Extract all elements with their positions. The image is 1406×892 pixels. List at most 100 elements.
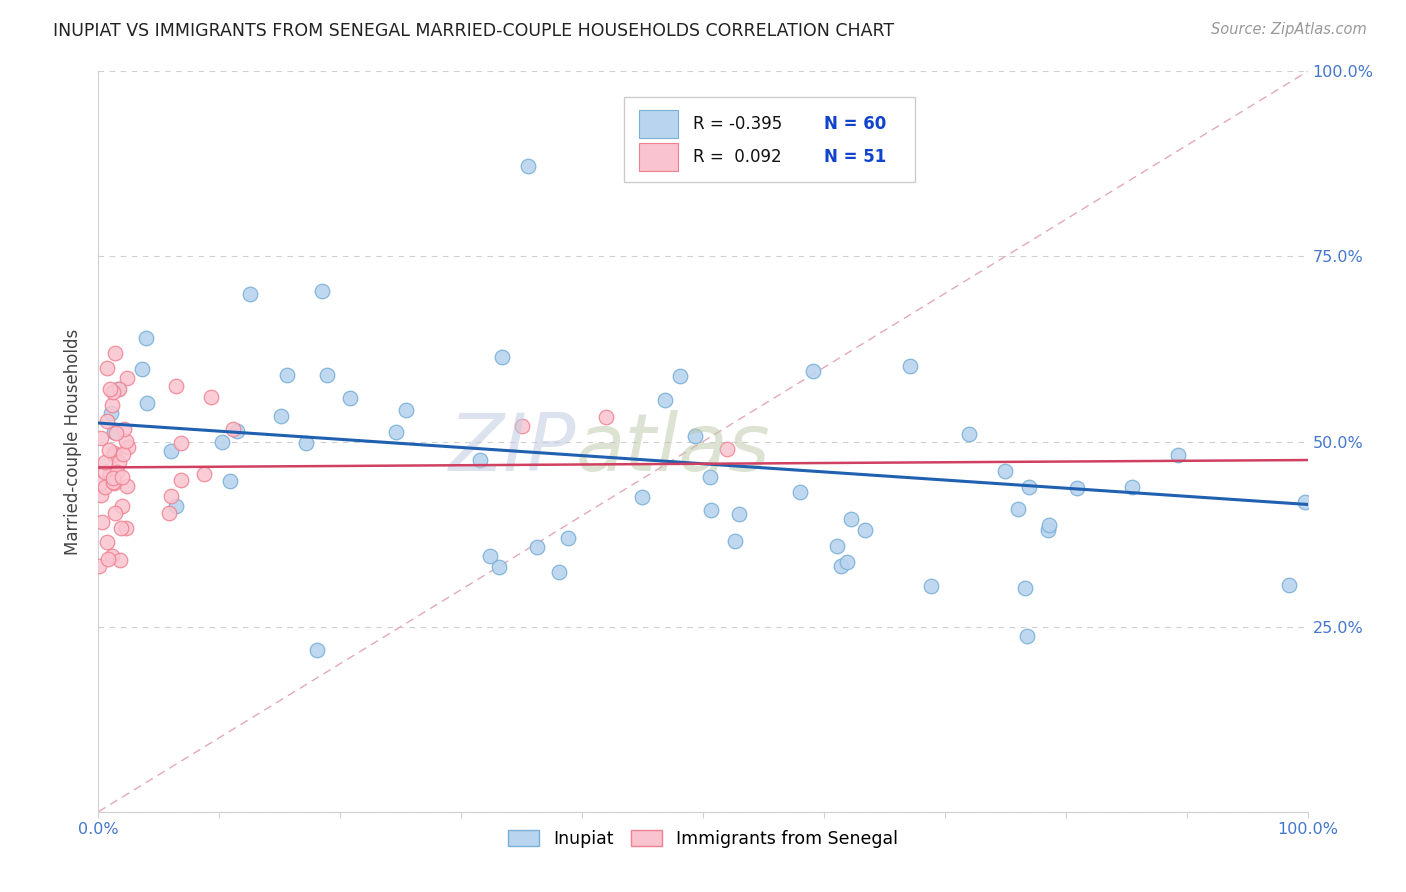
Point	[307, 643, 329, 657]
Text: R =  0.092: R = 0.092	[693, 147, 782, 166]
Point	[96, 534, 118, 549]
Point	[94, 465, 117, 479]
Point	[1018, 480, 1040, 494]
Point	[339, 391, 361, 405]
Point	[117, 440, 139, 454]
Point	[957, 427, 980, 442]
Point	[157, 506, 180, 520]
Point	[100, 406, 122, 420]
Point	[96, 361, 118, 376]
Legend: Inupiat, Immigrants from Senegal: Inupiat, Immigrants from Senegal	[501, 822, 905, 855]
Point	[98, 382, 121, 396]
Point	[830, 559, 852, 574]
Point	[110, 553, 132, 567]
Point	[510, 419, 533, 434]
Point	[107, 382, 129, 396]
Point	[1038, 518, 1060, 533]
Point	[631, 490, 654, 504]
Point	[104, 506, 127, 520]
Point	[89, 559, 111, 574]
Point	[101, 475, 124, 489]
Point	[1121, 480, 1143, 494]
Point	[165, 379, 187, 393]
Point	[101, 398, 124, 412]
Point	[135, 331, 157, 345]
Point	[994, 465, 1017, 479]
Point	[108, 454, 131, 468]
Point	[97, 552, 120, 566]
Point	[98, 442, 121, 457]
Point	[724, 533, 747, 548]
Point	[728, 508, 751, 522]
Point	[395, 403, 418, 417]
Point	[1066, 481, 1088, 495]
Point	[853, 523, 876, 537]
Point	[115, 521, 138, 535]
Point	[488, 560, 510, 574]
Text: R = -0.395: R = -0.395	[693, 115, 783, 133]
Point	[222, 422, 245, 436]
Point	[89, 476, 111, 491]
Point	[96, 414, 118, 428]
Point	[107, 382, 129, 396]
Point	[101, 471, 124, 485]
Point	[115, 434, 138, 448]
Point	[219, 475, 242, 489]
Point	[169, 436, 191, 450]
Point	[193, 467, 215, 482]
Point	[104, 345, 127, 359]
Point	[837, 555, 859, 569]
Point	[1014, 581, 1036, 595]
Text: atlas: atlas	[576, 410, 770, 488]
Point	[90, 431, 112, 445]
Point	[110, 521, 132, 535]
Text: N = 60: N = 60	[824, 115, 886, 133]
Point	[557, 531, 579, 545]
Point	[470, 453, 492, 467]
Point	[136, 396, 159, 410]
Point	[385, 425, 408, 439]
Point	[91, 515, 114, 529]
Point	[170, 474, 193, 488]
Point	[112, 421, 135, 435]
Point	[710, 159, 733, 173]
Text: Source: ZipAtlas.com: Source: ZipAtlas.com	[1211, 22, 1367, 37]
Point	[699, 470, 721, 484]
Text: N = 51: N = 51	[824, 147, 886, 166]
Point	[1278, 577, 1301, 591]
Point	[801, 364, 824, 378]
Point	[311, 285, 333, 299]
Text: ZIP: ZIP	[449, 410, 576, 488]
Point	[111, 447, 134, 461]
Point	[103, 448, 125, 462]
Point	[103, 446, 125, 460]
Point	[239, 287, 262, 301]
Point	[160, 489, 183, 503]
FancyBboxPatch shape	[638, 144, 678, 171]
Point	[920, 579, 942, 593]
Point	[316, 368, 339, 382]
Point	[898, 359, 921, 373]
Point	[93, 455, 115, 469]
Point	[827, 540, 849, 554]
Point	[547, 566, 569, 580]
Point	[295, 436, 318, 450]
Point	[491, 350, 513, 364]
Point	[100, 549, 122, 563]
Point	[103, 385, 125, 400]
Point	[1007, 502, 1029, 516]
Point	[104, 425, 127, 440]
Point	[1015, 629, 1038, 643]
Point	[479, 549, 502, 563]
Point	[131, 361, 153, 376]
FancyBboxPatch shape	[638, 110, 678, 138]
Point	[1294, 495, 1316, 509]
Point	[111, 469, 134, 483]
Point	[276, 368, 298, 383]
Point	[111, 499, 134, 513]
FancyBboxPatch shape	[624, 97, 915, 183]
Point	[105, 465, 128, 479]
Point	[516, 159, 538, 173]
Text: INUPIAT VS IMMIGRANTS FROM SENEGAL MARRIED-COUPLE HOUSEHOLDS CORRELATION CHART: INUPIAT VS IMMIGRANTS FROM SENEGAL MARRI…	[53, 22, 894, 40]
Point	[700, 503, 723, 517]
